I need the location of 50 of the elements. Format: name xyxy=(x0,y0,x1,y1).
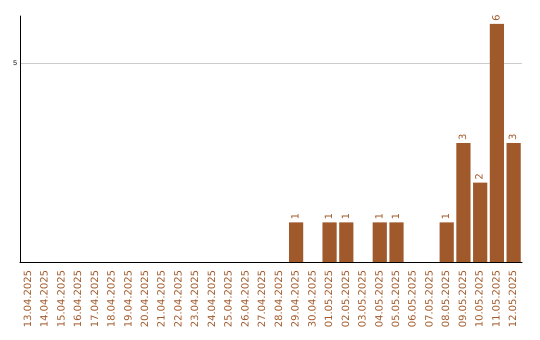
x-tick-label: 08.05.2025 xyxy=(441,270,452,328)
bar xyxy=(456,142,471,262)
bar xyxy=(473,182,488,262)
x-tick-label: 17.04.2025 xyxy=(90,270,101,328)
x-tick-label: 15.04.2025 xyxy=(56,270,68,328)
data-label: 1 xyxy=(441,212,452,220)
x-tick-label: 01.05.2025 xyxy=(324,270,336,328)
x-tick-label: 19.04.2025 xyxy=(123,270,134,328)
bar xyxy=(506,142,521,262)
x-tick-label: 18.04.2025 xyxy=(106,270,118,328)
x-tick-label: 02.05.2025 xyxy=(340,270,352,328)
x-tick-label: 21.04.2025 xyxy=(156,270,168,328)
x-tick-label: 04.05.2025 xyxy=(374,270,386,328)
x-tick-label: 11.05.2025 xyxy=(491,270,502,328)
x-tick-label: 12.05.2025 xyxy=(508,270,520,328)
x-tick-label: 14.04.2025 xyxy=(40,270,51,328)
x-tick-label: 10.05.2025 xyxy=(474,270,486,328)
data-label: 1 xyxy=(290,212,302,220)
x-tick-label: 28.04.2025 xyxy=(274,270,285,328)
bar xyxy=(389,222,404,262)
x-tick-label: 30.04.2025 xyxy=(307,270,318,328)
bar xyxy=(490,24,504,262)
x-tick-label: 29.04.2025 xyxy=(290,270,302,328)
x-tick-label: 22.04.2025 xyxy=(173,270,184,328)
x-tick-label: 05.05.2025 xyxy=(391,270,402,328)
data-label: 1 xyxy=(340,212,352,220)
x-tick-label: 06.05.2025 xyxy=(408,270,419,328)
x-tick-label: 24.04.2025 xyxy=(206,270,218,328)
x-tick-label: 20.04.2025 xyxy=(140,270,151,328)
x-tick-label: 07.05.2025 xyxy=(424,270,436,328)
data-label: 1 xyxy=(324,212,336,220)
data-label: 1 xyxy=(374,212,386,220)
x-tick-label: 26.04.2025 xyxy=(240,270,252,328)
x-tick-label: 13.04.2025 xyxy=(22,270,34,328)
data-label: 3 xyxy=(458,134,469,140)
bar xyxy=(440,222,454,262)
x-tick-label: 27.04.2025 xyxy=(257,270,268,328)
data-label: 2 xyxy=(474,173,486,180)
data-label: 6 xyxy=(491,14,502,21)
bar xyxy=(339,222,354,262)
data-label: 3 xyxy=(508,134,520,140)
x-tick-label: 16.04.2025 xyxy=(73,270,84,328)
data-label: 1 xyxy=(391,212,402,220)
bar xyxy=(322,222,337,262)
bar xyxy=(288,222,304,262)
x-tick-label: 09.05.2025 xyxy=(458,270,469,328)
x-tick-label: 03.05.2025 xyxy=(358,270,369,328)
x-tick-label: 25.04.2025 xyxy=(224,270,235,328)
bar xyxy=(372,222,387,262)
x-tick-label: 23.04.2025 xyxy=(190,270,202,328)
